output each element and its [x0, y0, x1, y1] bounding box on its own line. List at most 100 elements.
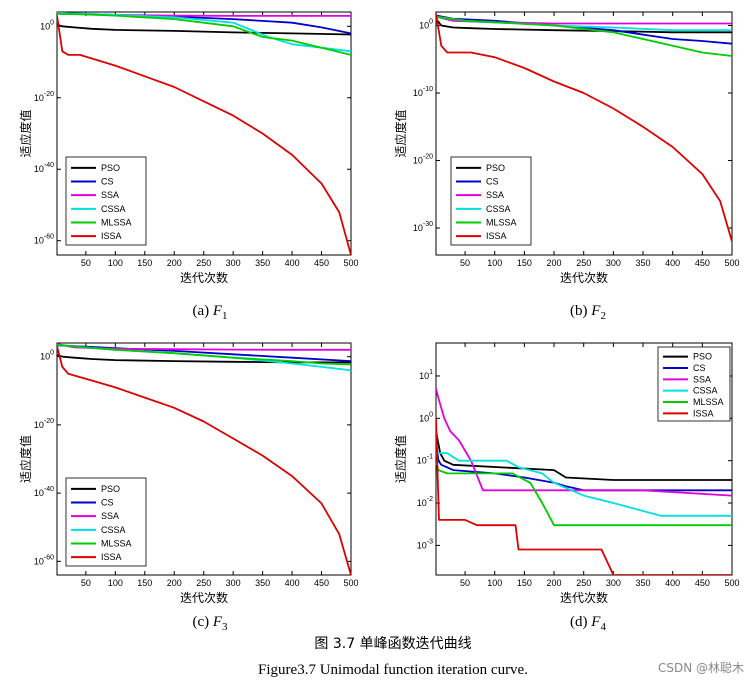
panel-caption: (d) F4 [570, 614, 606, 633]
x-tick-label: 350 [636, 578, 651, 588]
legend-label-ssa: SSA [101, 511, 119, 521]
y-axis-label: 适应度值 [18, 109, 33, 157]
series-line-mlssa [57, 343, 351, 366]
series-group [57, 343, 351, 575]
y-tick-label: 10-1 [417, 454, 433, 466]
series-group [57, 12, 351, 255]
x-tick-label: 450 [314, 258, 329, 268]
legend-box [450, 156, 532, 246]
legend-label-pso: PSO [101, 163, 120, 173]
x-tick-label: 150 [517, 578, 532, 588]
series-line-mlssa [436, 15, 732, 57]
panel-caption: (c) F3 [192, 614, 228, 633]
x-tick-label: 250 [196, 578, 211, 588]
y-tick-label: 10-3 [417, 538, 433, 550]
x-tick-label: 200 [547, 258, 562, 268]
x-tick-label: 350 [255, 258, 270, 268]
x-tick-label: 350 [255, 578, 270, 588]
series-line-ssa [436, 15, 732, 25]
x-tick-label: 50 [81, 258, 91, 268]
series-line-pso [436, 18, 732, 34]
x-axis-label: 迭代次数 [180, 270, 228, 285]
x-axis-label: 迭代次数 [560, 270, 608, 285]
legend-label-ssa: SSA [486, 190, 504, 200]
x-tick-label: 450 [695, 258, 710, 268]
y-tick-label: 10-30 [413, 221, 433, 233]
y-tick-label: 10-20 [34, 418, 54, 430]
chart-panel-a: 50 100 150 200 250 300 350 400 450 500 100 10-20 10-… [18, 11, 359, 322]
x-tick-label: 300 [606, 578, 621, 588]
series-line-issa [57, 15, 351, 255]
x-tick-label: 50 [460, 578, 470, 588]
series-line-issa [436, 418, 732, 575]
y-axis-label: 适应度值 [393, 109, 408, 157]
legend-box [65, 156, 147, 246]
legend-label-cssa: CSSA [101, 525, 126, 535]
y-axis-label: 适应度值 [393, 435, 408, 483]
legend-box [657, 346, 731, 422]
legend-label-issa: ISSA [101, 231, 122, 241]
panel-caption: (a) F1 [192, 303, 227, 322]
x-tick-label: 300 [226, 578, 241, 588]
legend-label-ssa: SSA [693, 374, 711, 384]
x-tick-label: 400 [665, 258, 680, 268]
y-tick-label: 10-2 [417, 496, 433, 508]
x-tick-label: 100 [487, 578, 502, 588]
x-tick-label: 200 [547, 578, 562, 588]
figure-caption-cn: 图 3.7 单峰函数迭代曲线 [314, 636, 471, 652]
x-tick-label: 400 [665, 578, 680, 588]
x-axis-label: 迭代次数 [180, 590, 228, 605]
legend-label-cssa: CSSA [101, 204, 126, 214]
y-tick-label: 10-60 [34, 554, 54, 566]
x-tick-label: 400 [285, 258, 300, 268]
series-group [436, 13, 732, 242]
legend-label-cssa: CSSA [486, 204, 511, 214]
watermark: CSDN @林聪木 [658, 661, 744, 675]
y-tick-label: 10-40 [34, 162, 54, 174]
y-tick-label: 10-40 [34, 486, 54, 498]
x-tick-label: 250 [576, 578, 591, 588]
x-tick-label: 350 [636, 258, 651, 268]
legend-label-issa: ISSA [486, 231, 507, 241]
panel-caption: (b) F2 [570, 303, 606, 322]
x-tick-label: 100 [108, 258, 123, 268]
series-line-ssa [57, 343, 351, 351]
legend: PSO CS SSA CSSA MLSSA ISSA [65, 156, 147, 246]
legend-label-cs: CS [101, 177, 114, 187]
series-line-cs [436, 14, 732, 45]
y-tick-label: 10-20 [34, 91, 54, 103]
legend-label-ssa: SSA [101, 190, 119, 200]
x-tick-label: 150 [517, 258, 532, 268]
series-line-issa [57, 346, 351, 575]
x-tick-label: 100 [487, 258, 502, 268]
x-tick-label: 100 [108, 578, 123, 588]
legend-label-mlssa: MLSSA [101, 218, 132, 228]
series-line-ssa [436, 388, 732, 497]
x-tick-label: 500 [724, 258, 739, 268]
legend-label-cs: CS [486, 177, 499, 187]
y-tick-label: 100 [419, 19, 433, 31]
x-tick-label: 50 [81, 578, 91, 588]
x-tick-label: 200 [167, 578, 182, 588]
chart-panel-d: 50 100 150 200 250 300 350 400 450 500 101 100 10-1 1… [393, 342, 740, 633]
x-tick-label: 200 [167, 258, 182, 268]
series-line-issa [436, 13, 732, 242]
x-tick-label: 450 [695, 578, 710, 588]
series-group [436, 388, 732, 575]
figure-caption-en: Figure3.7 Unimodal function iteration cu… [258, 662, 528, 678]
series-line-mlssa [57, 13, 351, 56]
legend-label-pso: PSO [693, 352, 712, 362]
y-tick-label: 100 [40, 19, 54, 31]
legend-label-mlssa: MLSSA [101, 539, 132, 549]
legend-label-pso: PSO [486, 163, 505, 173]
legend-label-cs: CS [693, 363, 706, 373]
y-axis-label: 适应度值 [18, 435, 33, 483]
chart-panel-b: 50 100 150 200 250 300 350 400 450 500 100 10-10 10-… [393, 11, 740, 322]
x-tick-label: 150 [137, 258, 152, 268]
x-tick-label: 450 [314, 578, 329, 588]
x-tick-label: 300 [226, 258, 241, 268]
series-line-cssa [436, 452, 732, 517]
